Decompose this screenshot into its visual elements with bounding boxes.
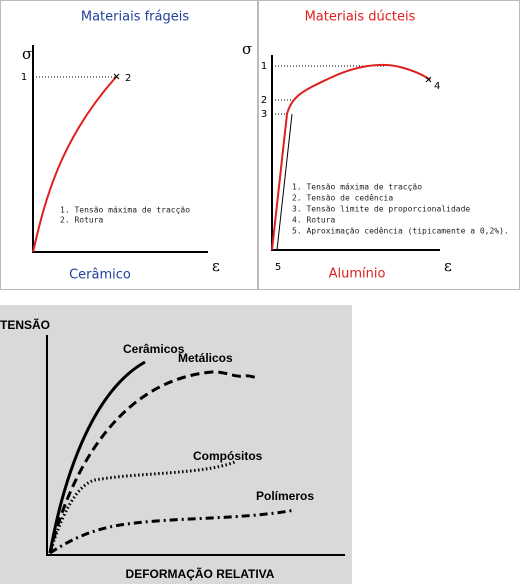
point-label: 1 — [21, 72, 27, 83]
legend-item: 3. Tensão limite de proporcionalidade — [292, 205, 470, 214]
point-label: 2 — [125, 73, 131, 84]
legend-item: 2. Rotura — [60, 216, 104, 225]
point-label: 1 — [261, 61, 267, 72]
legend-item: 1. Tensão máxima de tracção — [292, 183, 422, 192]
polymers-curve — [49, 508, 296, 555]
panel-frame — [0, 0, 258, 290]
panel-frame — [258, 0, 520, 290]
point-label: 5 — [275, 262, 281, 273]
y-symbol: σ — [242, 40, 252, 58]
ceramics-curve — [48, 360, 146, 554]
legend-item: 1. Tensão máxima de tracção — [60, 206, 190, 215]
legend-item: 4. Rotura — [292, 216, 336, 225]
panel-title: Materiais frágeis — [81, 10, 189, 25]
point-label: 2 — [261, 95, 267, 106]
x-symbol: ε — [212, 257, 220, 275]
panel-caption: Alumínio — [329, 267, 386, 282]
x-label: DEFORMAÇÃO RELATIVA — [126, 566, 275, 581]
composites-curve — [48, 460, 236, 554]
curve-label: Polímeros — [256, 489, 314, 503]
stress-curve — [32, 76, 117, 253]
panel-title: Materiais dúcteis — [305, 10, 416, 25]
stress-curve — [271, 63, 431, 251]
curve-label: Cerâmicos — [123, 342, 185, 356]
curve-label: Metálicos — [178, 351, 233, 365]
legend-item: 2. Tensão de cedência — [292, 193, 393, 203]
comparison-background — [0, 305, 352, 584]
y-label: TENSÃO — [0, 317, 50, 332]
y-symbol: σ — [22, 45, 32, 63]
rupture-mark — [425, 76, 432, 83]
x-symbol: ε — [444, 257, 452, 275]
point-label: 3 — [261, 109, 267, 120]
panel-caption: Cerâmico — [69, 268, 131, 283]
curve-label: Compósitos — [193, 449, 263, 463]
offset-line — [276, 113, 293, 251]
rupture-mark — [113, 73, 120, 80]
legend-item: 5. Aproximação cedência (tipicamente a 0… — [292, 226, 509, 236]
metals-curve — [48, 370, 259, 554]
point-label: 4 — [434, 81, 440, 92]
